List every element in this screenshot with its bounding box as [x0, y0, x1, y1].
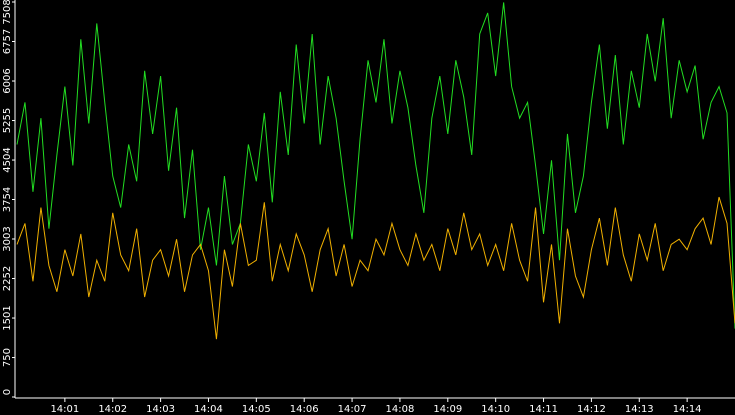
y-tick-label: 5255: [2, 108, 13, 133]
x-tick-label: 14:06: [290, 404, 319, 415]
x-tick-label: 14:11: [529, 404, 558, 415]
y-tick-label: 6757: [2, 29, 13, 54]
y-tick-label: 0: [2, 389, 13, 395]
x-tick-label: 14:05: [242, 404, 271, 415]
y-tick-label: 7508: [2, 0, 13, 25]
x-tick-label: 14:07: [338, 404, 367, 415]
x-tick-label: 14:10: [481, 404, 510, 415]
x-tick-label: 14:02: [98, 404, 127, 415]
x-tick-label: 14:03: [146, 404, 175, 415]
x-tick-label: 14:04: [194, 404, 223, 415]
series-line: [16, 196, 735, 340]
y-tick-label: 3003: [2, 226, 13, 251]
x-tick-label: 14:14: [673, 404, 702, 415]
x-tick-label: 14:01: [50, 404, 79, 415]
y-tick-label: 3754: [2, 187, 13, 212]
y-tick-label: 1501: [2, 305, 13, 330]
x-tick-label: 14:13: [625, 404, 654, 415]
y-tick-label: 2252: [2, 266, 13, 291]
x-tick-label: 14:08: [386, 404, 415, 415]
y-tick-label: 4504: [2, 147, 13, 172]
y-tick-label: 6006: [2, 68, 13, 93]
series-line: [16, 2, 735, 329]
x-tick-label: 14:09: [433, 404, 462, 415]
y-tick-label: 750: [2, 348, 13, 367]
x-tick-label: 14:12: [577, 404, 606, 415]
